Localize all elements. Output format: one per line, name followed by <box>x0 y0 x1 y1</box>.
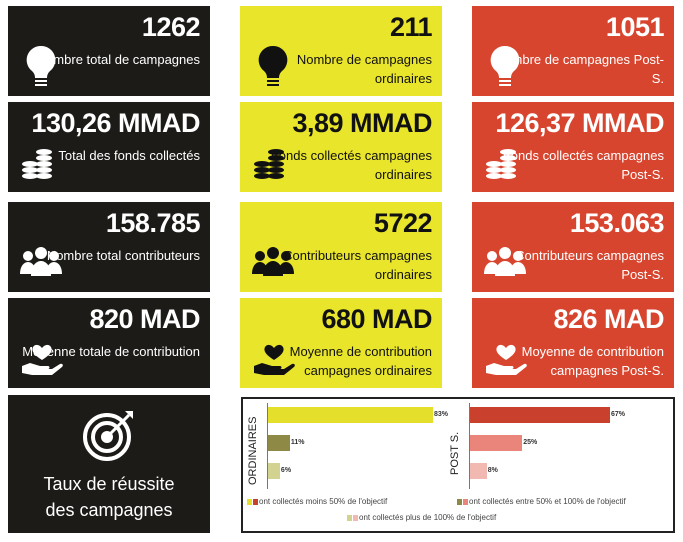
stat-card-post-3: 826 MAD Moyenne de contribution campagne… <box>472 298 674 388</box>
stat-card-total-1: 130,26 MMAD Total des fonds collectés <box>8 102 210 192</box>
stat-card-ordinaires-0: 211 Nombre de campagnes ordinaires <box>240 6 442 96</box>
stat-card-total-3: 820 MAD Moyenne totale de contribution <box>8 298 210 388</box>
stat-value: 153.063 <box>569 208 665 238</box>
group-label: POST S. <box>449 431 461 475</box>
target-icon <box>83 411 133 461</box>
taux-title-line1: Taux de réussite <box>43 474 175 494</box>
legend-swatch <box>253 498 258 505</box>
bar-0-2 <box>268 463 280 479</box>
taux-reussite-card: Taux de réussite des campagnes <box>8 395 210 533</box>
lightbulb-icon <box>490 45 520 86</box>
stat-value: 126,37 MMAD <box>495 108 664 138</box>
stat-value: 3,89 MMAD <box>292 108 432 138</box>
bar-1-1 <box>470 435 523 451</box>
bar-0-1 <box>268 435 290 451</box>
stat-value: 130,26 MMAD <box>31 108 200 138</box>
stat-label: Nombre de campagnes ordinaires <box>296 52 432 86</box>
stat-label: Fonds collectés campagnes ordinaires <box>270 148 432 182</box>
bar-1-0 <box>470 407 610 423</box>
stat-value: 820 MAD <box>89 304 200 334</box>
stat-value: 1262 <box>141 12 201 42</box>
bar-0-0 <box>268 407 433 423</box>
heart-hand-icon <box>486 344 527 375</box>
legend-swatch <box>463 498 468 505</box>
legend-item: ont collectés moins 50% de l'objectif <box>247 497 387 506</box>
success-rate-chart: ORDINAIRES 83% 11% 6% POST S. 67% 25% 8% ont col… <box>241 397 675 533</box>
stat-label: Fonds collectés campagnes Post-S. <box>502 148 664 182</box>
stat-card-ordinaires-2: 5722 Contributeurs campagnes ordinaires <box>240 202 442 292</box>
bar-1-2 <box>470 463 487 479</box>
stat-label: Moyenne de contribution campagnes Post-S… <box>521 344 664 378</box>
stat-label: Total des fonds collectés <box>58 148 200 163</box>
stat-card-total-2: 158.785 Nombre total contributeurs <box>8 202 210 292</box>
legend-swatch <box>457 498 462 505</box>
stat-label: Nombre de campagnes Post-S. <box>494 52 664 86</box>
legend-text: ont collectés plus de 100% de l'objectif <box>359 513 497 522</box>
users-icon <box>252 247 294 276</box>
lightbulb-icon <box>26 45 56 86</box>
stat-label: Moyenne totale de contribution <box>22 344 200 359</box>
bar-label: 11% <box>290 439 305 446</box>
bar-label: 25% <box>523 439 538 446</box>
users-icon <box>484 247 526 276</box>
legend-swatch <box>247 498 252 505</box>
stat-card-post-2: 153.063 Contributeurs campagnes Post-S. <box>472 202 674 292</box>
stat-card-post-0: 1051 Nombre de campagnes Post-S. <box>472 6 674 96</box>
stat-value: 211 <box>389 12 433 42</box>
lightbulb-icon <box>258 45 288 86</box>
group-label: ORDINAIRES <box>247 416 259 485</box>
coins-icon <box>486 149 516 179</box>
stat-value: 158.785 <box>105 208 201 238</box>
stat-label: Contributeurs campagnes Post-S. <box>515 248 664 282</box>
stat-value: 1051 <box>605 12 665 42</box>
coins-icon <box>22 149 52 179</box>
bar-label: 6% <box>280 467 292 474</box>
stat-label: Moyenne de contribution campagnes ordina… <box>289 344 432 378</box>
axis-line <box>469 403 470 489</box>
taux-title-line2: des campagnes <box>45 500 173 520</box>
bar-label: 8% <box>487 467 498 474</box>
bar-label: 83% <box>434 411 449 418</box>
stat-label: Nombre total contributeurs <box>46 248 200 263</box>
stat-value: 826 MAD <box>553 304 664 334</box>
legend-swatch <box>347 514 352 521</box>
stat-value: 5722 <box>373 208 433 238</box>
users-icon <box>20 247 62 276</box>
legend-item: ont collectés entre 50% et 100% de l'obj… <box>457 497 626 506</box>
stat-card-post-1: 126,37 MMAD Fonds collectés campagnes Po… <box>472 102 674 192</box>
stat-label: Contributeurs campagnes ordinaires <box>283 248 432 282</box>
heart-hand-icon <box>254 344 295 375</box>
bar-label: 67% <box>611 411 626 418</box>
stat-label: Nombre total de campagnes <box>36 52 200 67</box>
axis-line <box>267 403 268 489</box>
stat-value: 680 MAD <box>321 304 432 334</box>
stat-card-ordinaires-3: 680 MAD Moyenne de contribution campagne… <box>240 298 442 388</box>
legend-item: ont collectés plus de 100% de l'objectif <box>347 513 496 522</box>
stat-card-ordinaires-1: 3,89 MMAD Fonds collectés campagnes ordi… <box>240 102 442 192</box>
legend-text: ont collectés moins 50% de l'objectif <box>259 497 388 506</box>
legend-swatch <box>353 514 358 521</box>
heart-hand-icon <box>22 344 63 375</box>
stat-card-total-0: 1262 Nombre total de campagnes <box>8 6 210 96</box>
legend-text: ont collectés entre 50% et 100% de l'obj… <box>469 497 626 506</box>
coins-icon <box>254 149 284 179</box>
